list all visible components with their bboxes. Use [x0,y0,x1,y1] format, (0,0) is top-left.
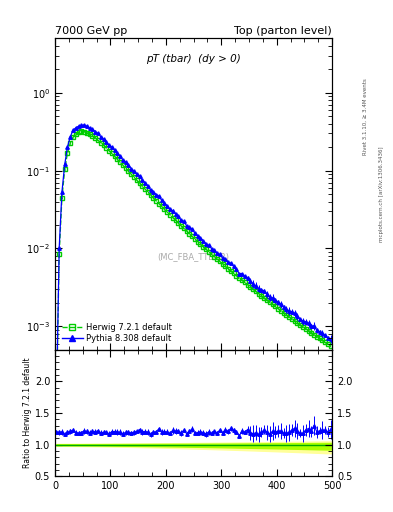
Text: (MC_FBA_TTBAR): (MC_FBA_TTBAR) [158,252,230,261]
Legend: Herwig 7.2.1 default, Pythia 8.308 default: Herwig 7.2.1 default, Pythia 8.308 defau… [59,320,174,346]
Text: 7000 GeV pp: 7000 GeV pp [55,26,127,36]
Y-axis label: Ratio to Herwig 7.2.1 default: Ratio to Herwig 7.2.1 default [23,357,32,468]
Text: mcplots.cern.ch [arXiv:1306.3436]: mcplots.cern.ch [arXiv:1306.3436] [380,146,384,242]
Text: Top (parton level): Top (parton level) [234,26,332,36]
Text: Rivet 3.1.10, ≥ 3.4M events: Rivet 3.1.10, ≥ 3.4M events [363,78,368,155]
Text: pT (tbar)  (dy > 0): pT (tbar) (dy > 0) [146,54,241,64]
